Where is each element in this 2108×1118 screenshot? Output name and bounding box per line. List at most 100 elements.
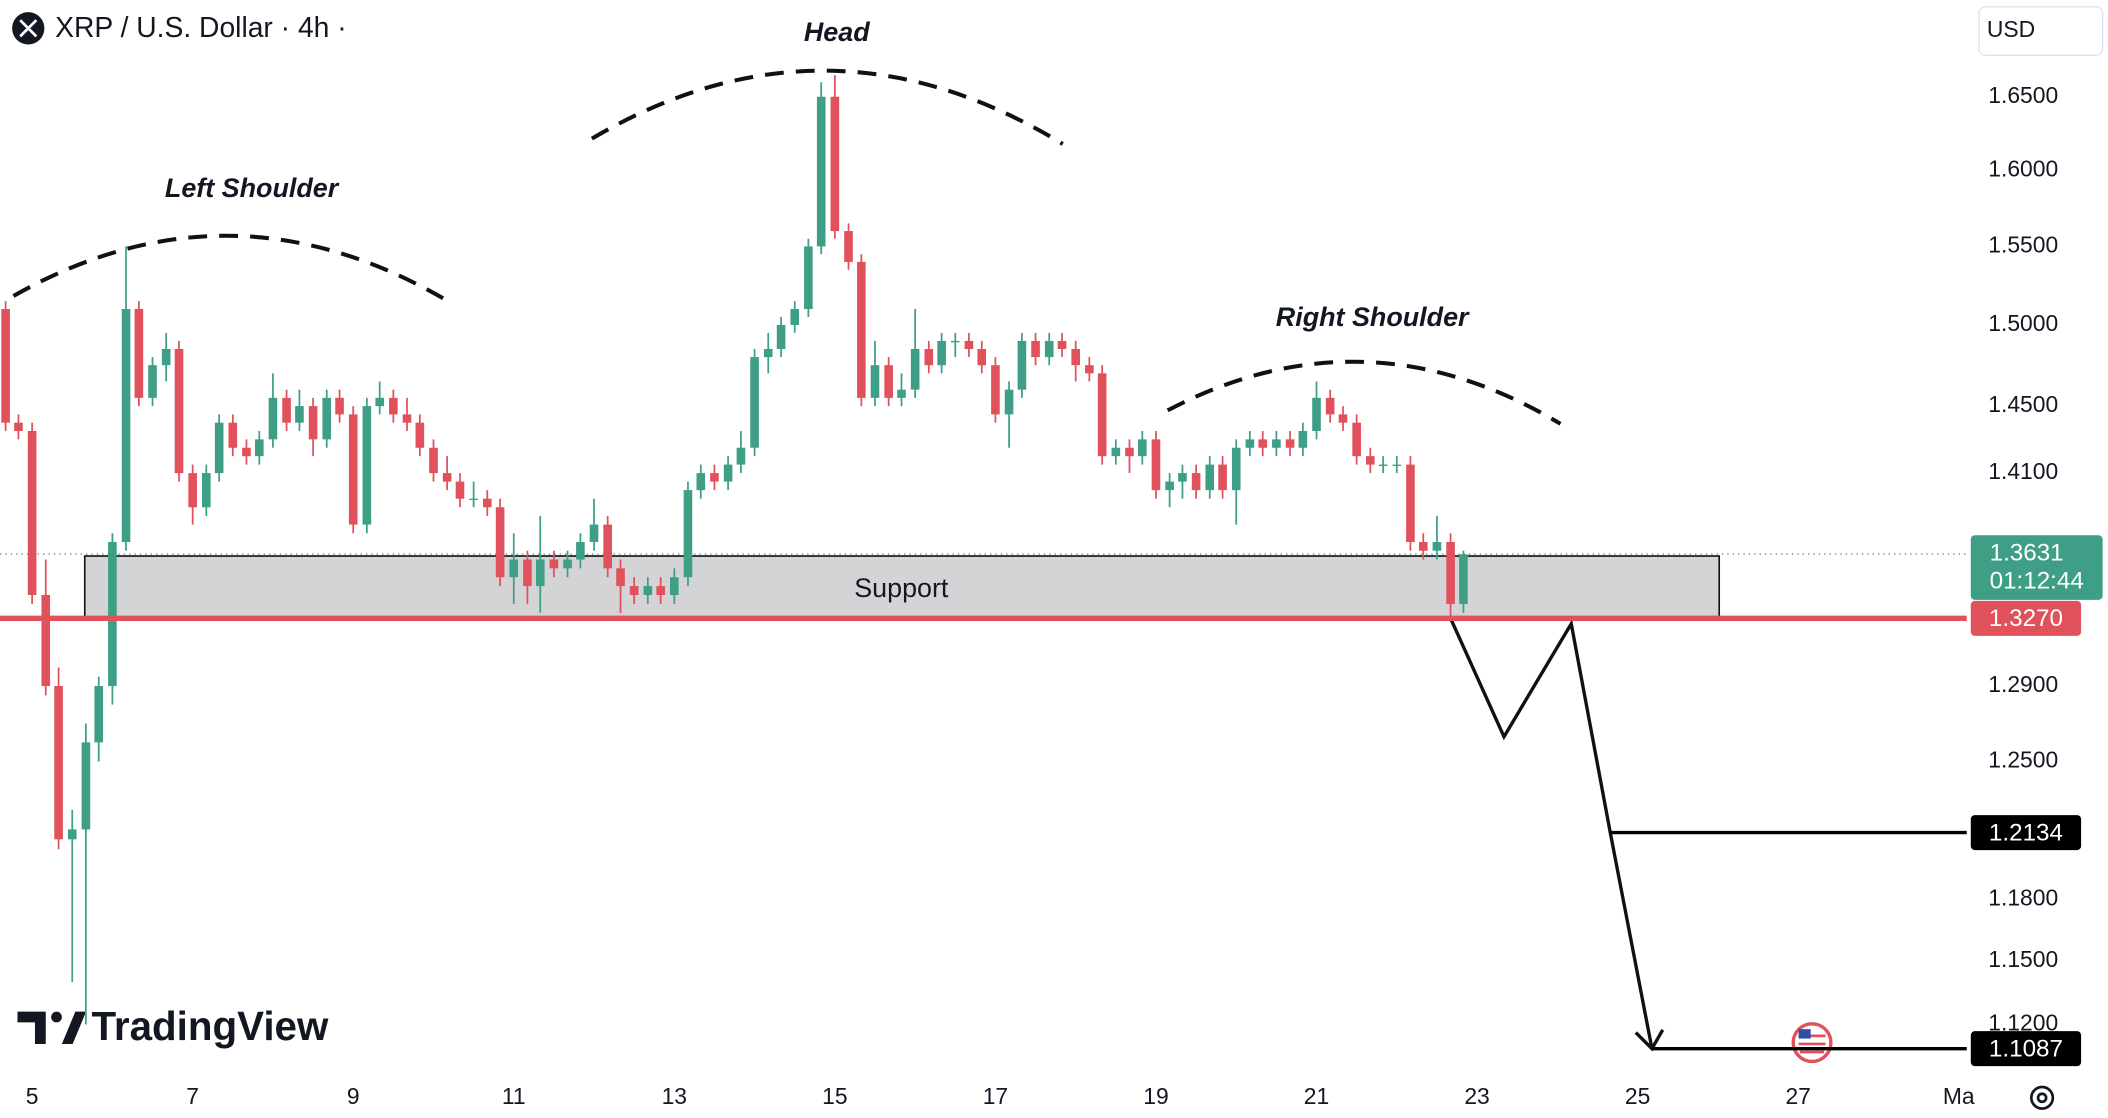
candle-body	[1298, 431, 1308, 448]
candle-body	[389, 397, 398, 415]
candle-body	[1191, 473, 1201, 491]
candle-body	[295, 406, 304, 423]
y-tick-label: 1.4100	[1988, 458, 2058, 484]
settings-icon[interactable]	[2029, 1085, 2055, 1110]
y-tick-label: 1.1200	[1988, 1009, 2058, 1035]
candle-body	[1165, 481, 1174, 491]
candle-body	[14, 422, 23, 432]
candle-body	[202, 473, 211, 508]
candle-body	[897, 389, 906, 398]
candle-body	[254, 439, 264, 457]
head-arc	[590, 68, 1064, 146]
y-tick-label: 1.2500	[1988, 746, 2058, 772]
candle-body	[268, 397, 278, 440]
candle-body	[134, 309, 144, 398]
candle-body	[656, 586, 665, 595]
candle-body	[924, 349, 934, 366]
support-label: Support	[854, 573, 949, 603]
candle-body	[1151, 439, 1161, 491]
last-price-label: 1.3631	[1990, 539, 2064, 566]
candle-body	[188, 473, 197, 508]
candle-body	[242, 447, 251, 457]
candle-body	[1432, 541, 1442, 551]
symbol-icon-mark	[19, 19, 38, 38]
candle-body	[884, 365, 893, 398]
candle-body	[214, 422, 224, 474]
candle-body	[335, 397, 344, 415]
level-label: 1.2134	[1989, 819, 2063, 846]
y-tick-label: 1.6500	[1988, 82, 2058, 108]
candle-body	[763, 349, 773, 358]
candle-body	[148, 365, 157, 398]
level-label: 1.1087	[1989, 1035, 2063, 1062]
candle-body	[1, 309, 10, 423]
candle-body	[804, 246, 813, 310]
candle-body	[950, 340, 960, 343]
candle-body	[121, 309, 131, 542]
x-tick-label: 23	[1464, 1083, 1489, 1109]
left-shoulder-arc	[12, 233, 452, 305]
chart-title: XRP / U.S. Dollar · 4h ·	[55, 11, 346, 43]
candle-body	[1378, 464, 1388, 466]
x-tick-label: 13	[662, 1083, 687, 1109]
currency-button[interactable]	[1978, 6, 2104, 56]
candle-body	[1418, 541, 1428, 551]
currency-label[interactable]: USD	[1987, 16, 2035, 42]
candle-body	[589, 524, 599, 542]
candle-body	[1338, 414, 1348, 423]
annotation: Left Shoulder	[165, 173, 340, 203]
candle-body	[670, 577, 679, 595]
event-icon-canton	[1798, 1029, 1811, 1039]
candle-body	[1365, 456, 1375, 465]
candle-body	[455, 481, 465, 499]
candle-body	[54, 686, 63, 840]
candle-body	[282, 397, 291, 423]
candle-body	[616, 568, 625, 587]
candle-body	[308, 406, 318, 440]
candle-body	[41, 594, 51, 687]
candle-body	[1285, 439, 1295, 448]
candle-body	[977, 349, 987, 366]
candle-body	[1231, 447, 1241, 491]
candle-body	[174, 349, 184, 474]
candle-body	[1258, 439, 1268, 448]
right-shoulder-arc	[1166, 359, 1562, 426]
x-tick-label: Ma	[1943, 1083, 1975, 1109]
logo-dot	[51, 1011, 62, 1023]
level-label-box	[1970, 815, 2082, 851]
candle-body	[643, 586, 653, 595]
candle-body	[94, 686, 104, 743]
x-tick-label: 27	[1785, 1083, 1810, 1109]
annotation: Head	[804, 17, 870, 47]
annotation: Right Shoulder	[1276, 302, 1470, 332]
candle-body	[509, 559, 519, 578]
logo-shape	[17, 1011, 46, 1044]
candle-body	[937, 340, 946, 366]
x-tick-label: 11	[502, 1083, 526, 1109]
y-tick-label: 1.5500	[1988, 231, 2058, 257]
candle-body	[375, 397, 385, 407]
y-tick-label: 1.1800	[1988, 884, 2058, 910]
candle-body	[1111, 447, 1121, 457]
candle-body	[348, 414, 358, 525]
candle-body	[1352, 422, 1361, 457]
candle-body	[81, 742, 91, 830]
y-tick-label: 1.5000	[1988, 310, 2058, 336]
candle-body	[830, 96, 840, 232]
candle-body	[1245, 439, 1255, 448]
background-layer: Support	[0, 553, 1967, 620]
candle-body	[27, 431, 37, 595]
x-tick-label: 9	[347, 1083, 360, 1109]
candle-body	[629, 586, 639, 595]
candle-body	[108, 541, 117, 687]
candle-body	[415, 422, 425, 448]
last-price-box	[1970, 535, 2103, 600]
candle-body	[790, 309, 800, 325]
candle-body	[1325, 397, 1335, 415]
level-label: 1.3270	[1989, 605, 2063, 632]
candle-body	[857, 261, 866, 398]
candle-body	[991, 365, 1000, 415]
candle-body	[1071, 349, 1080, 366]
